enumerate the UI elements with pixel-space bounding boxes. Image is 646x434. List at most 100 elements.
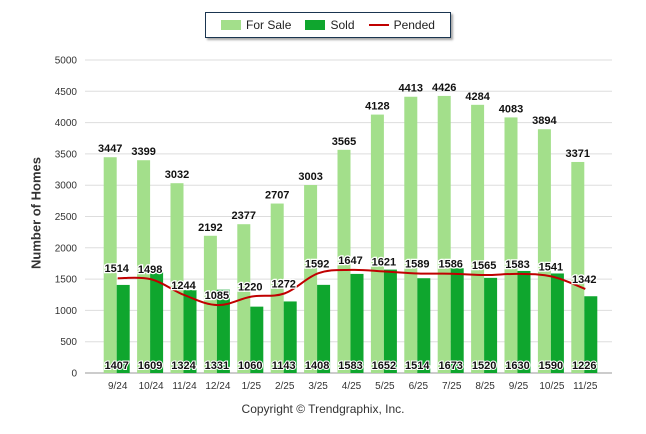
x-tick-label: 7/25 [442,381,462,392]
y-tick-label: 1000 [55,306,78,317]
bar-for-sale [237,224,251,373]
data-label-sold: 1652 [372,360,396,372]
x-tick-label: 6/25 [409,381,429,392]
data-label-pended: 1342 [572,274,596,286]
data-label-pended: 1589 [405,259,429,271]
data-label-sold: 1673 [438,360,462,372]
x-tick-label: 1/25 [242,381,262,392]
data-label-for-sale: 4284 [465,91,490,103]
y-tick-label: 1500 [55,275,78,286]
legend-item-sold: Sold [305,18,355,32]
legend-item-for-sale: For Sale [221,18,291,32]
y-tick-label: 3500 [55,149,78,160]
bar-for-sale [571,161,585,373]
bar-sold [250,306,264,373]
bar-for-sale [471,104,485,374]
data-label-pended: 1592 [305,258,329,270]
x-tick-label: 8/25 [475,381,495,392]
x-tick-label: 10/25 [539,381,564,392]
bar-sold [317,284,331,373]
data-label-sold: 1331 [205,360,229,372]
bar-for-sale [270,203,284,373]
data-label-sold: 1324 [171,360,196,372]
bar-for-sale [437,95,451,373]
data-label-sold: 1514 [405,360,430,372]
data-label-pended: 1498 [138,264,162,276]
series-line-pended [117,268,586,307]
data-label-sold: 1520 [472,360,496,372]
y-tick-label: 0 [71,369,77,380]
data-label-for-sale: 4413 [399,83,423,95]
data-label-for-sale: 4426 [432,82,456,94]
bar-sold [116,284,130,373]
data-label-for-sale: 3003 [298,171,322,183]
data-label-sold: 1583 [338,360,362,372]
y-tick-label: 500 [60,337,77,348]
data-label-sold: 1408 [305,360,329,372]
data-label-pended: 1621 [372,257,396,269]
bar-sold [517,270,531,373]
x-tick-label: 11/25 [573,381,598,392]
data-label-sold: 1226 [572,360,596,372]
x-tick-label: 11/24 [172,381,197,392]
x-tick-label: 2/25 [275,381,295,392]
data-label-for-sale: 3894 [532,115,557,127]
data-label-pended: 1272 [271,278,295,290]
legend-label-sold: Sold [330,18,355,32]
data-label-pended: 1583 [505,259,529,271]
legend-item-pended: Pended [368,18,435,32]
bar-for-sale [304,185,318,373]
data-label-for-sale: 3371 [566,148,590,160]
x-tick-label: 9/24 [108,381,128,392]
bar-sold [283,301,297,373]
bar-sold [350,273,364,373]
x-tick-label: 9/25 [509,381,529,392]
bar-sold [584,296,598,373]
legend-label-pended: Pended [393,18,435,32]
y-tick-label: 3000 [55,181,78,192]
data-label-pended: 1514 [104,263,129,275]
legend-swatch-for-sale [221,20,242,30]
x-tick-label: 4/25 [342,381,362,392]
data-label-for-sale: 3399 [131,146,155,158]
bar-sold [150,272,164,373]
copyright-text: Copyright © Trendgraphix, Inc. [241,402,405,416]
bar-for-sale [537,129,551,373]
data-label-for-sale: 3565 [332,136,356,148]
y-tick-label: 4000 [55,118,78,129]
bar-sold [216,289,230,373]
data-label-sold: 1060 [238,360,262,372]
data-label-pended: 1647 [338,255,362,267]
data-label-for-sale: 4128 [365,101,389,113]
y-tick-label: 4500 [55,87,78,98]
bar-for-sale [203,235,217,373]
y-axis-label: Number of Homes [28,157,44,269]
bar-sold [484,277,498,373]
x-tick-label: 3/25 [308,381,328,392]
data-label-pended: 1220 [238,282,262,294]
x-tick-label: 5/25 [375,381,395,392]
data-label-for-sale: 2192 [198,222,222,234]
bar-for-sale [103,157,117,373]
bar-sold [383,269,397,373]
bar-for-sale [137,160,151,373]
legend-swatch-pended [368,24,389,26]
data-label-for-sale: 4083 [499,103,523,115]
data-label-sold: 1609 [138,360,162,372]
data-label-for-sale: 3447 [98,143,122,155]
chart-legend: For Sale Sold Pended [205,12,451,38]
data-label-sold: 1407 [104,360,128,372]
bar-sold [183,290,197,373]
y-tick-label: 2500 [55,212,78,223]
legend-swatch-sold [305,20,326,30]
y-tick-label: 2000 [55,243,78,254]
bar-for-sale [337,149,351,373]
x-tick-label: 12/24 [205,381,230,392]
data-label-sold: 1143 [272,360,296,372]
legend-label-for-sale: For Sale [246,18,292,32]
data-label-pended: 1541 [539,262,563,274]
data-label-pended: 1244 [171,280,196,292]
x-tick-label: 10/24 [139,381,164,392]
